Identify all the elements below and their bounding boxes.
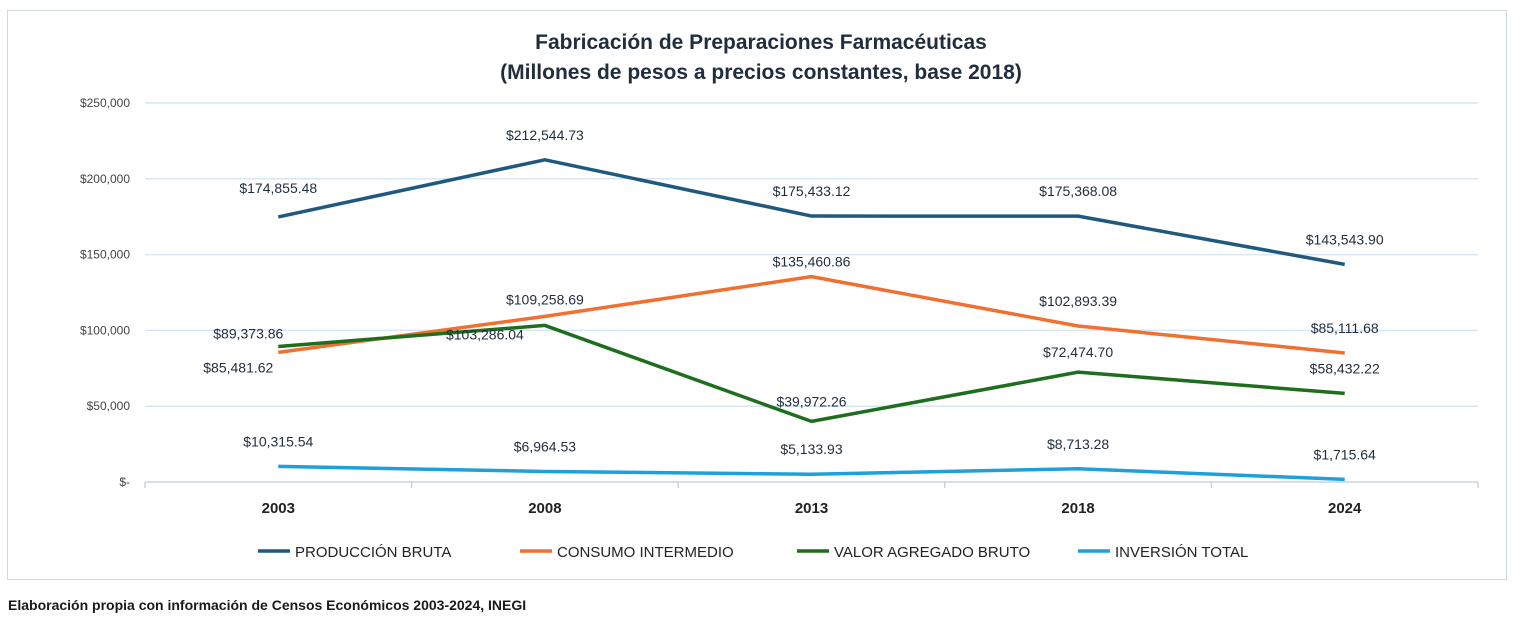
data-label: $212,544.73	[506, 127, 584, 143]
data-label: $85,111.68	[1311, 320, 1379, 336]
series-line	[278, 464, 1345, 482]
x-tick-label: 2013	[795, 500, 828, 517]
legend-label: INVERSIÓN TOTAL	[1115, 544, 1248, 561]
y-tick-label: $-	[119, 475, 130, 489]
legend-label: PRODUCCIÓN BRUTA	[295, 544, 451, 561]
data-label: $5,133.93	[780, 441, 842, 457]
y-tick-label: $250,000	[80, 96, 130, 110]
chart-frame	[7, 10, 1507, 580]
data-label: $58,432.22	[1310, 360, 1380, 376]
data-label: $175,368.08	[1039, 183, 1117, 199]
x-tick-label: 2003	[262, 500, 295, 517]
y-tick-label: $150,000	[80, 248, 130, 262]
chart-title: Fabricación de Preparaciones Farmacéutic…	[0, 28, 1522, 88]
subtitle-line: (Millones de pesos a precios constantes,…	[500, 61, 1022, 84]
y-tick-label: $100,000	[80, 323, 130, 337]
data-label: $109,258.69	[506, 291, 584, 307]
x-tick-label: 2008	[528, 500, 561, 517]
data-label: $39,972.26	[776, 393, 846, 409]
data-label: $89,373.86	[213, 326, 283, 342]
x-tick-label: 2018	[1061, 500, 1094, 517]
title-line: Fabricación de Preparaciones Farmacéutic…	[535, 31, 987, 54]
data-label: $1,715.64	[1314, 446, 1376, 462]
x-tick-label: 2024	[1328, 500, 1362, 517]
legend-label: VALOR AGREGADO BRUTO	[834, 544, 1030, 561]
source-note: Elaboración propia con información de Ce…	[8, 597, 527, 613]
data-label: $6,964.53	[514, 438, 576, 454]
y-tick-label: $50,000	[87, 399, 131, 413]
data-label: $103,286.04	[446, 326, 524, 342]
data-label: $8,713.28	[1047, 436, 1109, 452]
data-label: $72,474.70	[1043, 344, 1113, 360]
legend-label: CONSUMO INTERMEDIO	[557, 544, 734, 561]
data-label: $143,543.90	[1306, 231, 1384, 247]
data-label: $174,855.48	[239, 180, 317, 196]
series-line	[278, 274, 1345, 355]
data-label: $102,893.39	[1039, 293, 1117, 309]
data-label: $10,315.54	[243, 433, 313, 449]
data-label: $135,460.86	[773, 254, 851, 270]
data-label: $175,433.12	[773, 183, 851, 199]
y-tick-label: $200,000	[80, 172, 130, 186]
series-line	[277, 158, 1346, 267]
data-label: $85,481.62	[203, 359, 273, 375]
